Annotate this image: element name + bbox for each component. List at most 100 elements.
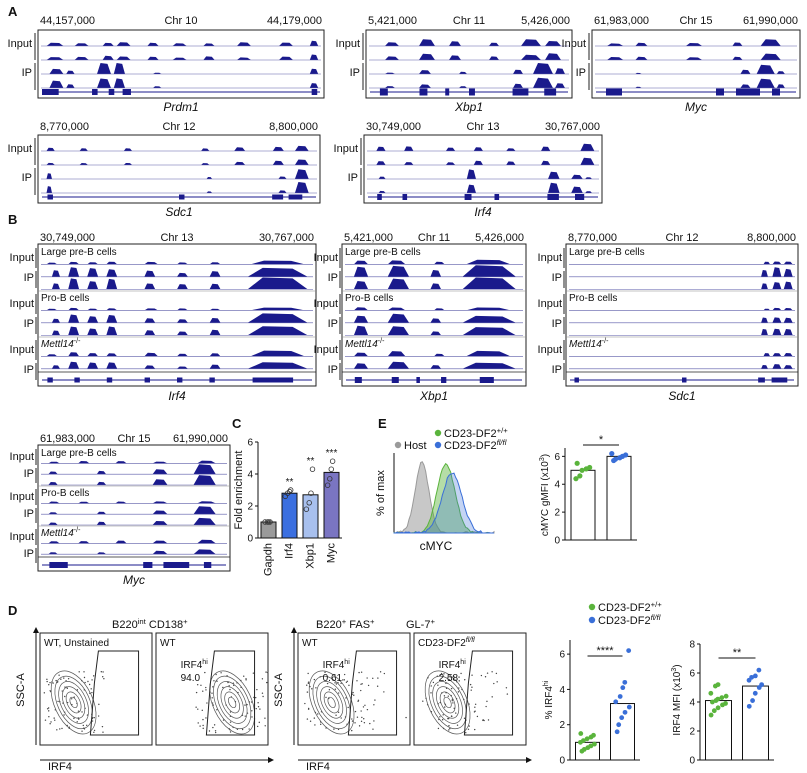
track-a-sdc1-signal	[41, 159, 317, 165]
track-b-xbp1-ip-label: IP	[328, 364, 338, 376]
flow-plot-1-event	[67, 678, 70, 680]
flow-plot-2-event	[229, 731, 232, 733]
track-b-sdc1-group-label: Large pre-B cells	[569, 247, 645, 258]
track-a-sdc1-chr: Chr 12	[162, 121, 195, 133]
track-a-sdc1-gene-exon	[272, 194, 284, 200]
flow-plot-4-event	[464, 679, 466, 681]
flow-plot-1-event	[57, 700, 59, 703]
flow-plot-3-event	[360, 671, 363, 673]
flow-plot-1-event	[48, 710, 50, 712]
flow-plot-2-event	[255, 707, 257, 710]
chart-d-pct-significance: ****	[596, 645, 614, 657]
flow-plot-1-event	[66, 701, 69, 704]
flow-plot-3-title: WT	[302, 638, 318, 649]
flow-plot-4-event	[468, 725, 470, 727]
chart-d-pct-point	[588, 743, 594, 749]
flow-plot-3-event	[340, 717, 342, 719]
track-b-irf4-input-label: Input	[10, 252, 34, 264]
flow-plot-4-event	[463, 717, 466, 720]
flow-plot-2-event	[227, 681, 229, 684]
track-a-irf4-ip-label: IP	[348, 172, 358, 184]
chart-d-mfi-significance: **	[733, 647, 742, 659]
flow-plot-4-event	[505, 687, 508, 689]
chart-e-y-tick-label: 4	[554, 480, 560, 491]
track-a-xbp1-gene-exon	[512, 88, 529, 96]
flow-plot-2-event	[212, 726, 214, 729]
flow-plot-2-event	[211, 692, 213, 694]
chart-c-x-tick-label: Myc	[326, 543, 338, 564]
flow-plot-4-gate	[463, 650, 514, 736]
track-b-myc-gene-exon	[163, 562, 190, 568]
flow-plot-2-event	[214, 730, 217, 732]
flow-plot-1-event	[49, 681, 51, 684]
track-a-irf4-signal	[367, 157, 599, 165]
chart-d-pct-y-tick-label: 4	[559, 685, 565, 696]
legend-host-label: Host	[404, 440, 427, 452]
track-a-irf4-gene-exon	[402, 194, 408, 200]
flow-plot-4-event	[493, 682, 495, 685]
track-b-xbp1-chr: Chr 11	[418, 232, 450, 244]
chart-e-point	[587, 464, 593, 471]
chart-d-pct-point	[578, 731, 584, 736]
track-a-myc-start: 61,983,000	[594, 15, 649, 27]
flow-plot-1-event	[46, 680, 48, 683]
flow-plot-1-event	[48, 716, 50, 718]
track-b-xbp1-ko-label: Mettl14-/-	[345, 338, 385, 350]
flow-ylabel-2: SSC-A	[273, 673, 285, 707]
flow-plot-4-event	[443, 673, 445, 675]
chart-d-pct-bar	[575, 741, 600, 761]
track-b-irf4-ko-label: Mettl14-/-	[41, 338, 81, 350]
flow-plot-3-event	[319, 723, 322, 726]
flow-plot-3-event	[326, 682, 329, 685]
track-a-xbp1-gene-exon	[469, 88, 475, 96]
track-b-myc-group-label: Large pre-B cells	[41, 448, 117, 459]
flow-plot-3-event	[340, 682, 342, 685]
flow-plot-2-event	[222, 686, 224, 689]
flow-plot-3-event	[374, 699, 376, 701]
flow-plot-1-event	[63, 714, 65, 716]
flow-plot-2-event	[196, 684, 199, 686]
chart-c-bar	[323, 471, 340, 539]
chart-e-point	[574, 460, 580, 466]
flow-plot-1-event	[81, 730, 83, 732]
flow-plot-2-event	[197, 708, 199, 710]
track-b-sdc1-ip-label: IP	[552, 364, 562, 376]
chart-c-point	[327, 476, 333, 482]
flow-plot-4-event	[480, 674, 483, 677]
track-a-sdc1-gene-exon	[288, 194, 303, 200]
flow-plot-3-event	[360, 720, 363, 723]
chart-c-point	[328, 466, 334, 472]
flow-plot-2-event	[245, 679, 247, 681]
chart-c-bar	[281, 492, 298, 539]
flow-plot-1-event	[102, 731, 104, 733]
flow-plot-1-event	[59, 728, 61, 730]
chart-d-mfi-y-tick-label: 8	[689, 640, 695, 651]
flow-plot-2-event	[195, 691, 198, 694]
flow-plot-1-title: WT, Unstained	[44, 638, 109, 649]
flow-plot-1-event	[64, 695, 66, 698]
flow-plot-1-frame	[39, 632, 153, 746]
track-b-irf4-gene-exon	[106, 377, 113, 383]
chart-d-pct-point	[622, 709, 628, 715]
track-b-irf4-signal	[41, 307, 313, 311]
track-a-xbp1-start: 5,421,000	[368, 15, 417, 27]
flow-plot-3-event	[343, 673, 346, 676]
flow-plot-3-contour	[320, 686, 344, 719]
track-b-xbp1-gene-exon	[416, 377, 420, 383]
flow-plot-4-event	[491, 696, 493, 698]
chart-d-pct-point	[580, 738, 586, 743]
track-b-sdc1-ip-label: IP	[552, 272, 562, 284]
flow-plot-3-event	[345, 697, 347, 699]
flow-plot-2-event	[243, 675, 245, 677]
track-a-prdm1-end: 44,179,000	[267, 15, 322, 27]
flow-plot-3-event	[361, 683, 363, 685]
flow-plot-1-event	[48, 684, 50, 686]
flow-plot-3-event	[363, 718, 365, 720]
flow-plot-1-event	[92, 675, 95, 677]
flow-plot-1-event	[43, 692, 46, 694]
flow-plot-3-event	[306, 684, 308, 686]
track-a-xbp1-gene-exon	[445, 88, 450, 96]
flow-plot-4-event	[483, 719, 485, 722]
flow-plot-4-event	[485, 705, 487, 708]
track-b-sdc1-signal	[569, 267, 795, 277]
